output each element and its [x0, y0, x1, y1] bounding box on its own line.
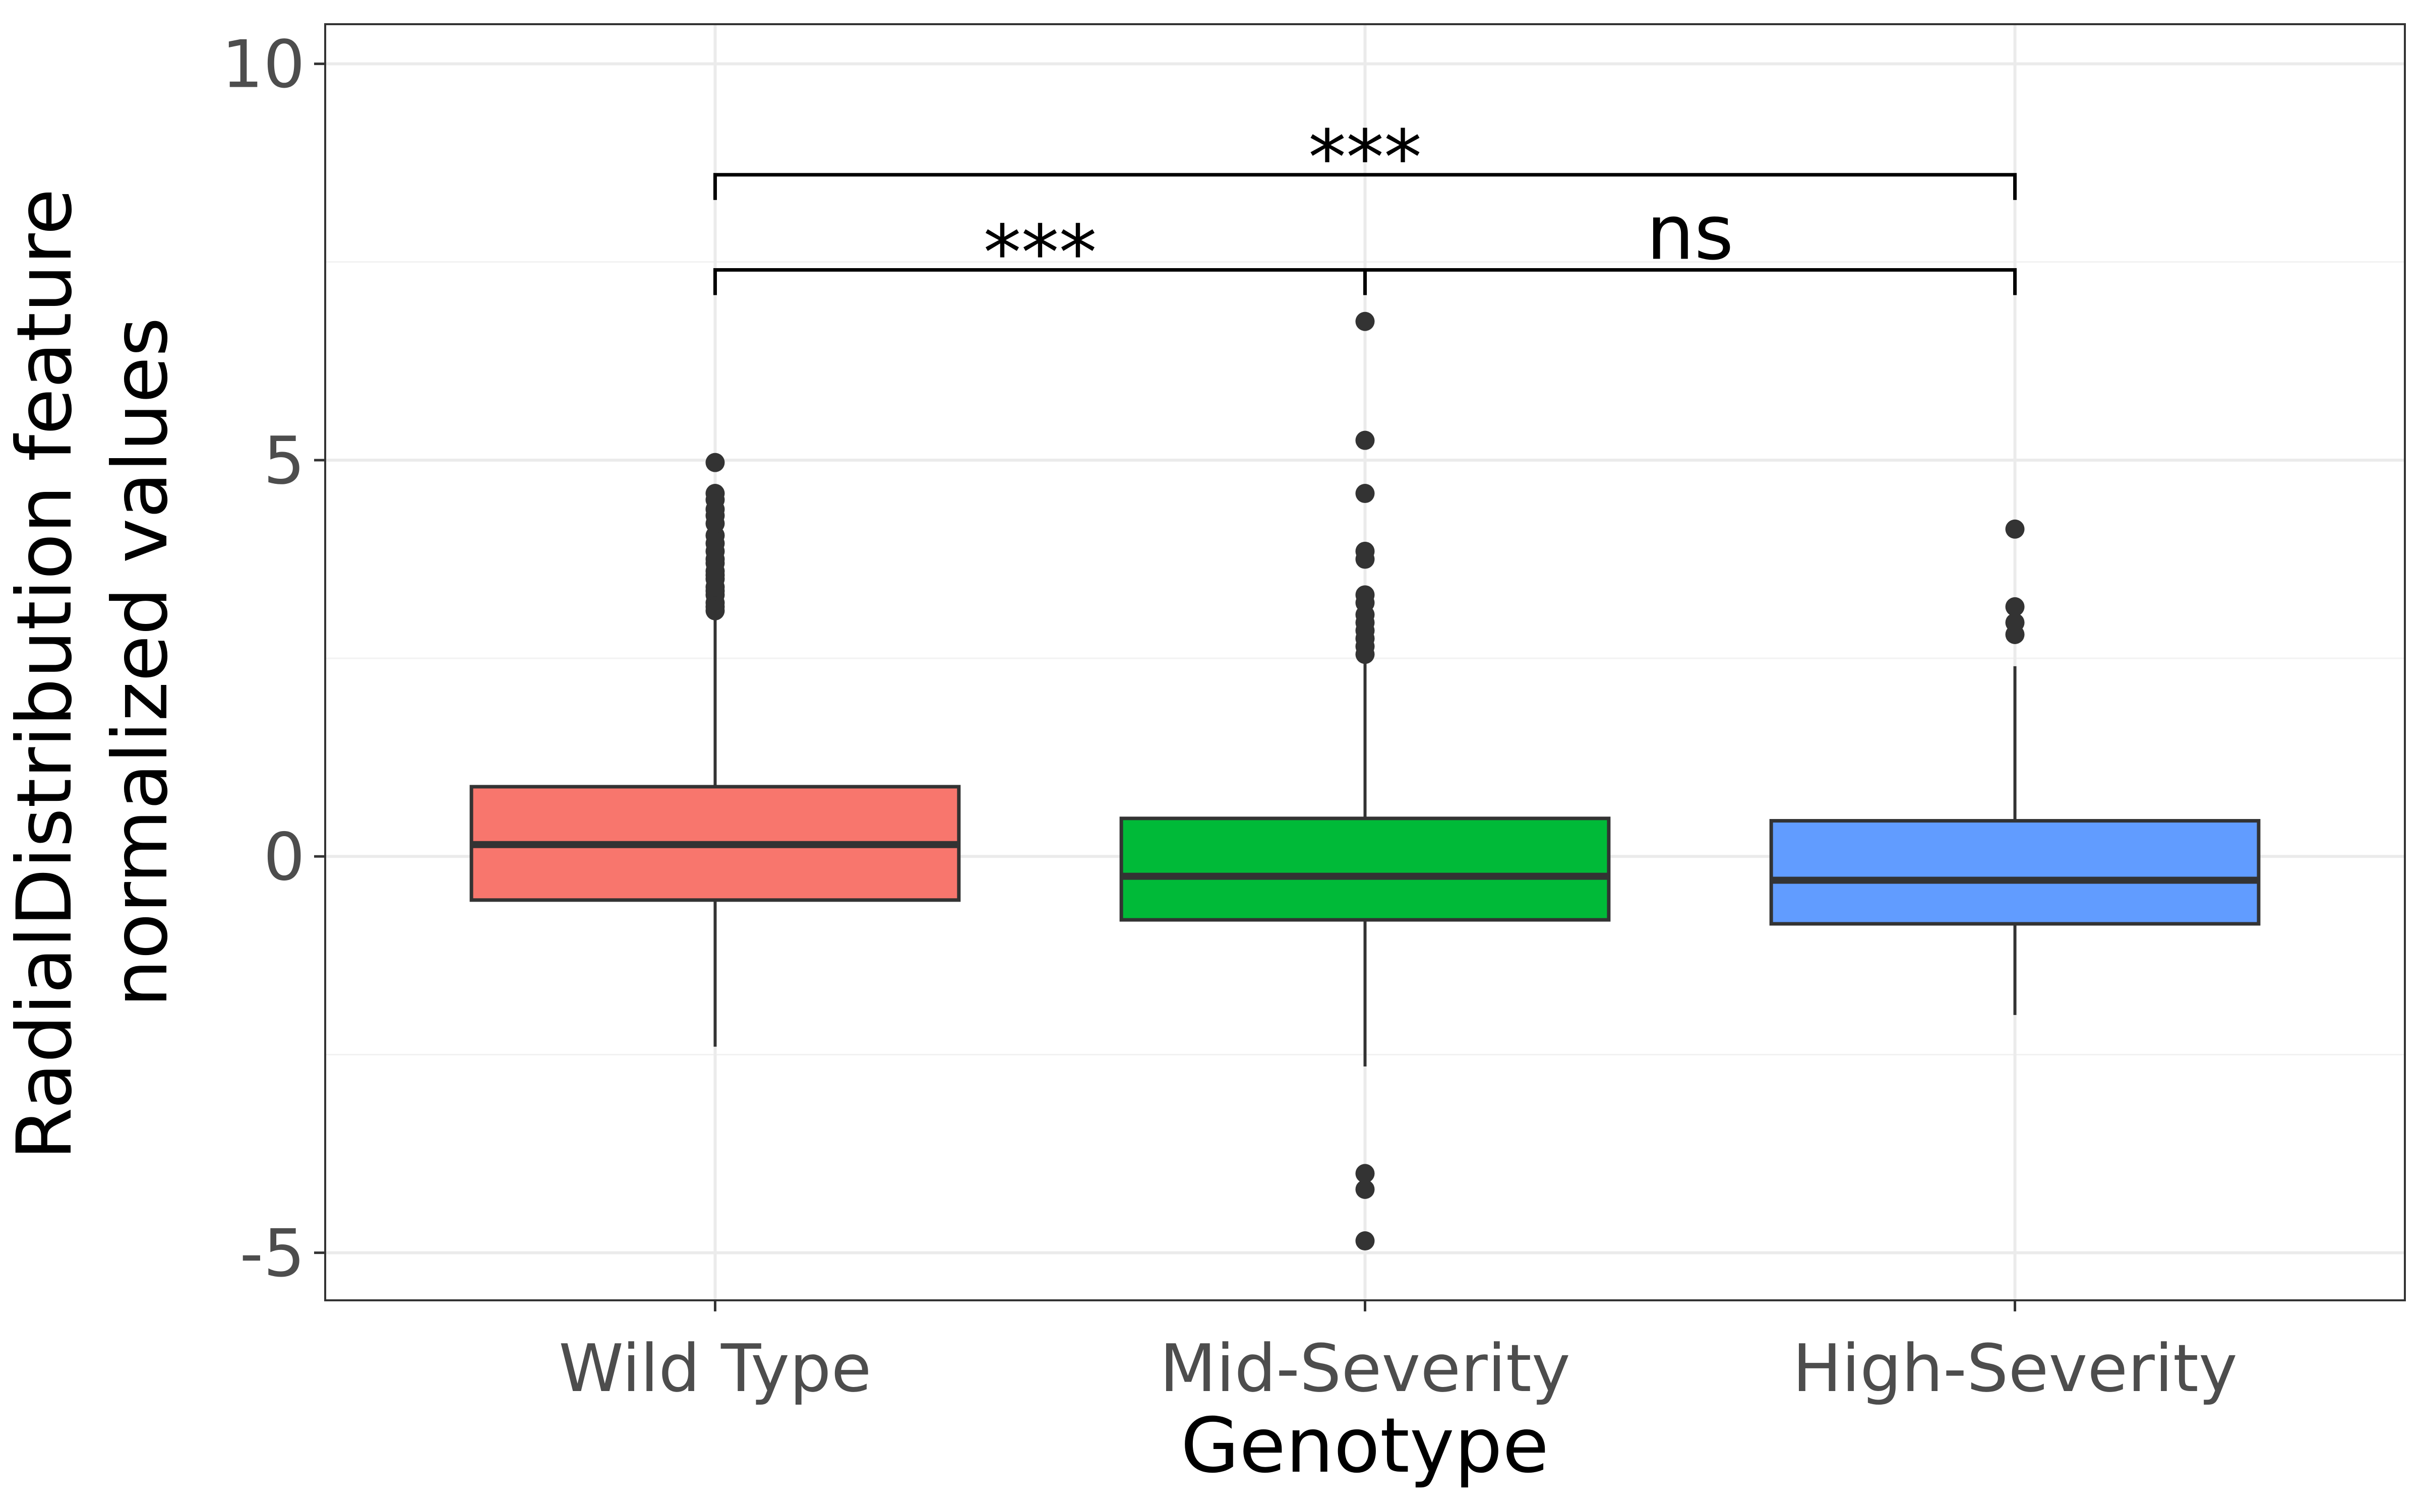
bracket-line: [1363, 268, 2017, 295]
box-high-severity: [1769, 519, 2261, 1015]
outlier-point: [705, 453, 725, 472]
significance-label: ***: [983, 210, 1097, 297]
comparison-bracket: ns: [1363, 190, 2017, 295]
outlier-point: [1355, 484, 1375, 503]
box-mid-severity: [1119, 311, 1611, 1251]
box-body: [1769, 819, 2261, 926]
outlier-point: [2005, 597, 2025, 616]
y-axis-title: RadialDistribution feature normalized va…: [1, 164, 185, 1160]
y-tick-label: -5: [239, 1215, 305, 1292]
outlier-point: [1355, 311, 1375, 331]
outlier-point: [2005, 519, 2025, 539]
outlier-point: [705, 484, 725, 503]
y-axis-title-line-2: normalized values: [97, 317, 185, 1007]
y-axis-title-line-1: RadialDistribution feature: [1, 188, 89, 1160]
outlier-point: [1355, 430, 1375, 450]
x-tick-label: Mid-Severity: [1160, 1330, 1570, 1407]
significance-label: ns: [1646, 190, 1733, 277]
x-axis: Wild Type Mid-Severity High-Severity: [559, 1300, 2237, 1407]
y-tick-label: 10: [222, 26, 305, 103]
x-axis-title: Genotype: [1181, 1402, 1549, 1490]
significance-brackets: *** *** ns: [713, 114, 2017, 297]
significance-label: ***: [1308, 114, 1422, 202]
outlier-point: [1355, 541, 1375, 561]
outlier-point: [1355, 1164, 1375, 1183]
outlier-point: [1355, 585, 1375, 605]
y-axis: -5 0 5 10: [222, 26, 325, 1292]
bracket-line: [713, 173, 2017, 200]
outlier-point: [1355, 1231, 1375, 1251]
y-tick-label: 0: [263, 818, 305, 895]
y-tick-label: 5: [263, 422, 305, 499]
box-wild-type: [469, 453, 961, 1047]
box-body: [1119, 816, 1611, 922]
outlier-point: [2005, 613, 2025, 633]
comparison-bracket: ***: [713, 114, 2017, 202]
box-series: [469, 311, 2261, 1251]
outlier-point: [1355, 1179, 1375, 1199]
x-tick-label: Wild Type: [559, 1330, 871, 1407]
x-tick-label: High-Severity: [1792, 1330, 2237, 1407]
